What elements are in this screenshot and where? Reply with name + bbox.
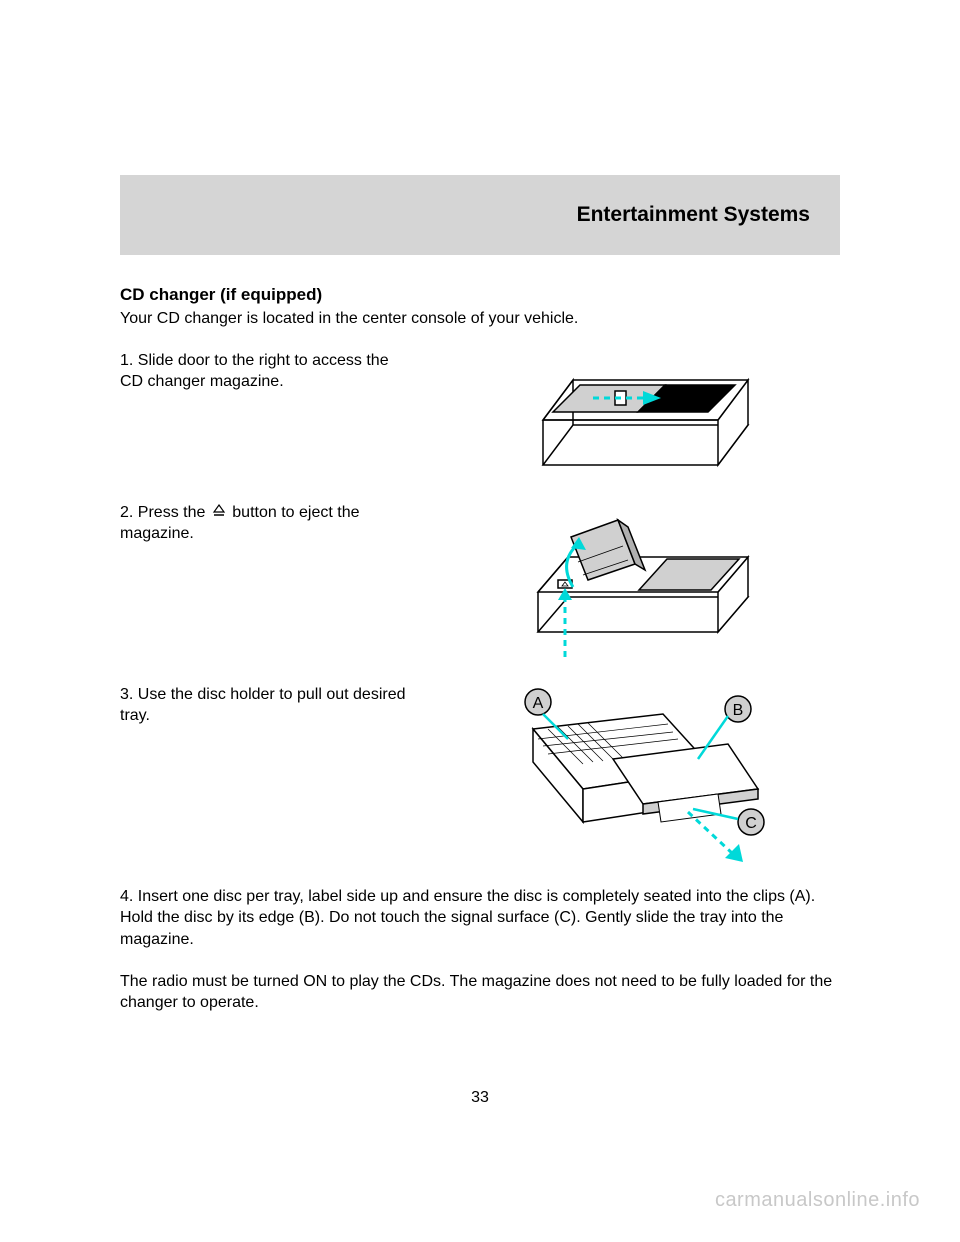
step-2-diagram [425,502,840,672]
step-3-diagram: A B C [425,684,840,874]
step-2: 2. Press the button to eject the magazin… [120,502,840,672]
eject-icon [212,502,226,524]
step-3-text: 3. Use the disc holder to pull out desir… [120,684,425,727]
radio-note: The radio must be turned ON to play the … [120,971,840,1014]
label-b: B [732,702,743,719]
page-number: 33 [0,1089,960,1107]
step-1: 1. Slide door to the right to access the… [120,350,840,490]
watermark: carmanualsonline.info [715,1189,920,1212]
page-title: Entertainment Systems [577,203,810,227]
manual-page: Entertainment Systems CD changer (if equ… [0,0,960,1242]
step-2-text: 2. Press the button to eject the magazin… [120,502,425,545]
step-3: 3. Use the disc holder to pull out desir… [120,684,840,874]
section-heading: CD changer (if equipped) [120,285,840,305]
label-c: C [745,815,757,832]
step-1-text: 1. Slide door to the right to access the… [120,350,425,393]
intro-text: Your CD changer is located in the center… [120,309,840,330]
label-a: A [532,695,543,712]
step-4-text: 4. Insert one disc per tray, label side … [120,886,840,951]
header-bar: Entertainment Systems [120,175,840,255]
step-1-diagram [425,350,840,490]
step-2-prefix: 2. Press the [120,504,210,521]
